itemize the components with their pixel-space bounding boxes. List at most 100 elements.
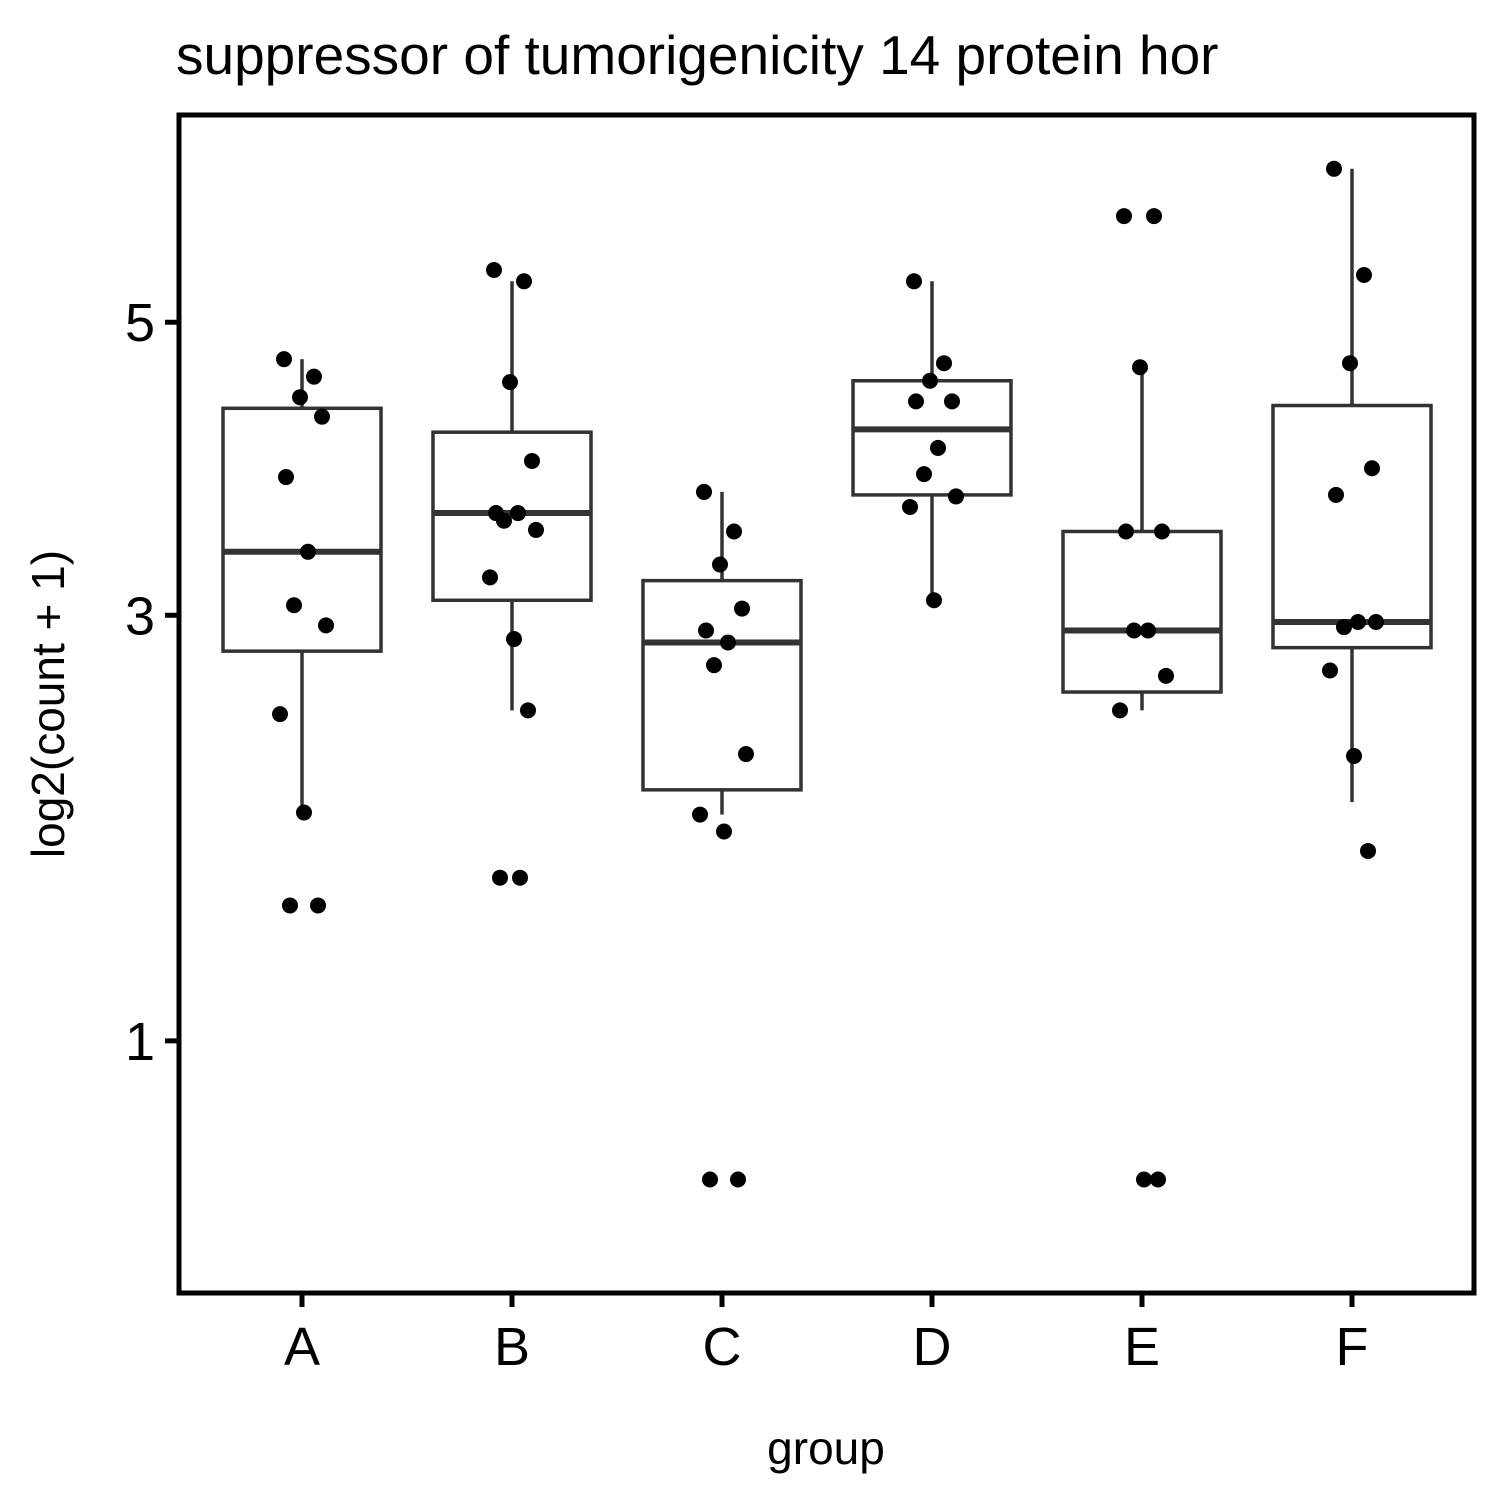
box-E xyxy=(1061,529,1223,694)
data-point-D xyxy=(916,466,932,483)
box-group-C xyxy=(641,491,803,815)
data-point-B xyxy=(502,374,518,391)
data-point-F xyxy=(1360,842,1376,859)
data-point-E xyxy=(1158,667,1174,684)
data-point-F xyxy=(1350,614,1366,631)
plot-frame xyxy=(176,112,1477,1296)
data-point-C xyxy=(734,600,750,617)
y-tick-label: 1 xyxy=(125,1012,155,1072)
data-point-A xyxy=(306,368,322,385)
data-point-E xyxy=(1132,359,1148,376)
data-point-C xyxy=(702,1171,718,1188)
data-point-B xyxy=(510,505,526,522)
data-point-B xyxy=(528,521,544,538)
x-tick-label: A xyxy=(284,1317,320,1377)
data-point-D xyxy=(902,498,918,515)
data-point-B xyxy=(520,702,536,719)
x-tick-label: D xyxy=(913,1317,952,1377)
box-group-D xyxy=(851,281,1013,601)
data-point-D xyxy=(908,393,924,410)
data-point-F xyxy=(1322,662,1338,679)
data-point-D xyxy=(922,372,938,389)
data-point-A xyxy=(314,408,330,425)
data-point-B xyxy=(496,512,512,529)
data-point-A xyxy=(278,469,294,486)
data-point-D xyxy=(948,488,964,505)
data-point-B xyxy=(482,569,498,586)
data-point-F xyxy=(1336,619,1352,636)
data-point-A xyxy=(292,389,308,406)
data-point-D xyxy=(906,273,922,290)
data-point-F xyxy=(1346,748,1362,765)
data-point-F xyxy=(1326,160,1342,177)
data-point-C xyxy=(716,823,732,840)
data-point-A xyxy=(318,617,334,634)
data-point-D xyxy=(930,439,946,456)
x-tick-label: E xyxy=(1124,1317,1160,1377)
data-point-A xyxy=(310,897,326,914)
data-point-C xyxy=(726,523,742,540)
data-point-D xyxy=(944,393,960,410)
x-tick-label: C xyxy=(703,1317,742,1377)
points-D xyxy=(902,273,964,609)
data-point-B xyxy=(512,869,528,886)
data-point-E xyxy=(1126,622,1142,639)
data-point-C xyxy=(692,806,708,823)
data-point-C xyxy=(698,622,714,639)
data-point-B xyxy=(524,452,540,469)
data-point-C xyxy=(712,556,728,573)
data-point-E xyxy=(1154,523,1170,540)
data-point-A xyxy=(272,706,288,723)
data-point-B xyxy=(516,273,532,290)
box-C xyxy=(641,578,803,792)
data-point-E xyxy=(1136,1171,1152,1188)
data-point-A xyxy=(286,597,302,614)
data-point-F xyxy=(1328,486,1344,503)
data-point-A xyxy=(296,804,312,821)
data-point-A xyxy=(276,351,292,368)
x-axis-label: group xyxy=(767,1422,885,1474)
data-point-F xyxy=(1368,614,1384,631)
data-point-E xyxy=(1140,622,1156,639)
box-A xyxy=(221,406,383,653)
data-point-C xyxy=(730,1171,746,1188)
data-point-E xyxy=(1146,208,1162,225)
x-tick-label: F xyxy=(1336,1317,1369,1377)
data-point-C xyxy=(706,657,722,674)
axes: 1 3 5 A B C D E F xyxy=(125,293,1369,1377)
points-E xyxy=(1112,208,1174,1188)
data-point-B xyxy=(506,631,522,648)
data-point-F xyxy=(1342,355,1358,372)
data-point-C xyxy=(738,746,754,763)
data-point-D xyxy=(936,355,952,372)
x-tick-label: B xyxy=(494,1317,530,1377)
data-point-C xyxy=(696,483,712,500)
points-B xyxy=(482,261,544,886)
data-point-D xyxy=(926,592,942,609)
data-point-B xyxy=(486,261,502,278)
box-F xyxy=(1271,403,1433,650)
plot-area xyxy=(221,160,1433,1188)
data-point-F xyxy=(1356,267,1372,284)
data-point-A xyxy=(300,543,316,560)
points-A xyxy=(272,351,334,914)
y-axis-label: log2(count + 1) xyxy=(22,550,74,858)
box-group-A xyxy=(221,359,383,811)
y-tick-label: 5 xyxy=(125,293,155,353)
points-C xyxy=(692,483,754,1188)
y-tick-label: 3 xyxy=(125,586,155,646)
chart-title: suppressor of tumorigenicity 14 protein … xyxy=(176,24,1218,86)
points-F xyxy=(1322,160,1384,859)
data-point-E xyxy=(1150,1171,1166,1188)
data-point-A xyxy=(282,897,298,914)
data-point-B xyxy=(492,869,508,886)
box-D xyxy=(851,379,1013,497)
data-point-C xyxy=(720,634,736,651)
box-group-E xyxy=(1061,367,1223,711)
data-point-E xyxy=(1116,208,1132,225)
data-point-E xyxy=(1118,523,1134,540)
data-point-E xyxy=(1112,702,1128,719)
box-group-F xyxy=(1271,168,1433,803)
data-point-F xyxy=(1364,460,1380,477)
